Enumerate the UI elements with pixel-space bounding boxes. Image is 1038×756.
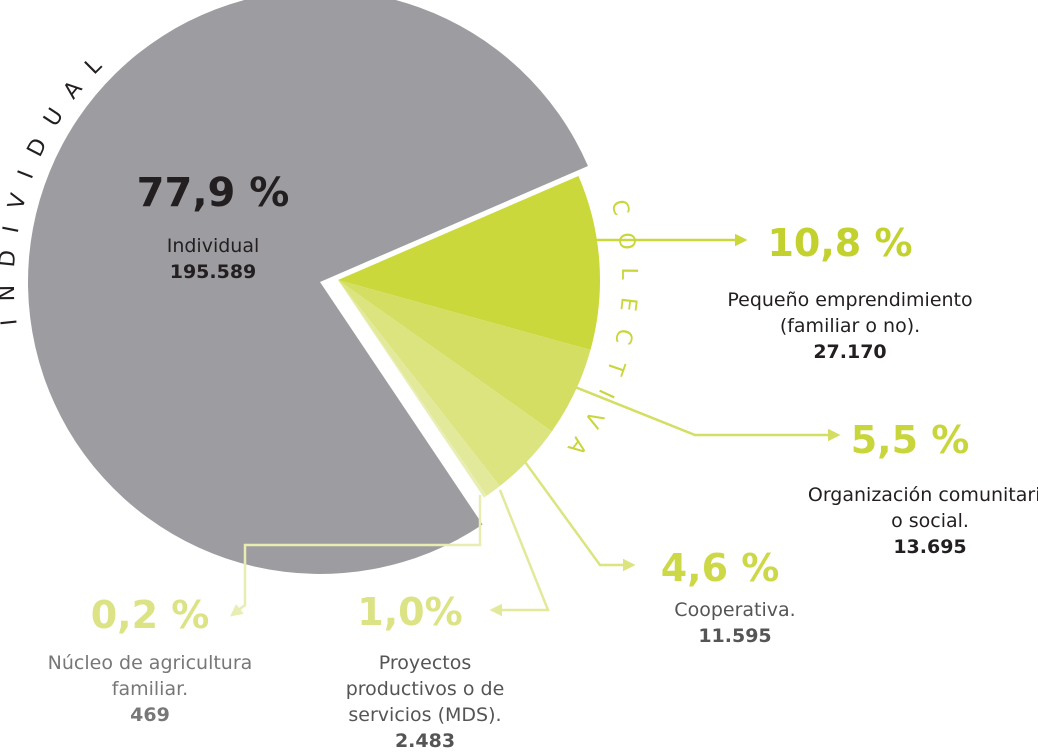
category-label: Individual [166,235,260,257]
value-label: 10,8 % [767,221,913,265]
category-label: Organización comunitaria o social. [807,484,1038,532]
value-label: 5,5 % [850,418,970,462]
count-label: 27.170 [813,341,887,363]
pie-slice [338,280,552,487]
value-label: 77,9 % [136,170,290,216]
leader-line [230,495,482,617]
category-label: Proyectos productivos o de servicios (MD… [345,652,505,726]
pie-slice [338,280,591,432]
category-label: Cooperativa. [674,599,796,621]
value-label: 0,2 % [90,593,210,637]
value-label: 4,6 % [660,546,780,590]
leader-line [489,489,550,617]
leader-line [518,454,636,572]
pie-slice [338,280,500,496]
count-label: 195.589 [169,261,257,283]
pie-slice [28,0,588,574]
leader-line [544,373,841,442]
count-label: 13.695 [893,536,967,558]
count-label: 2.483 [394,730,456,752]
category-label: Núcleo de agricultura familiar. [47,652,253,700]
value-label: 1,0% [357,590,463,634]
pie-slice [338,175,600,350]
count-label: 469 [130,704,170,726]
pie-slice [338,280,487,498]
category-label: Pequeño emprendimiento (familiar o no). [727,289,973,337]
count-label: 11.595 [698,625,772,647]
